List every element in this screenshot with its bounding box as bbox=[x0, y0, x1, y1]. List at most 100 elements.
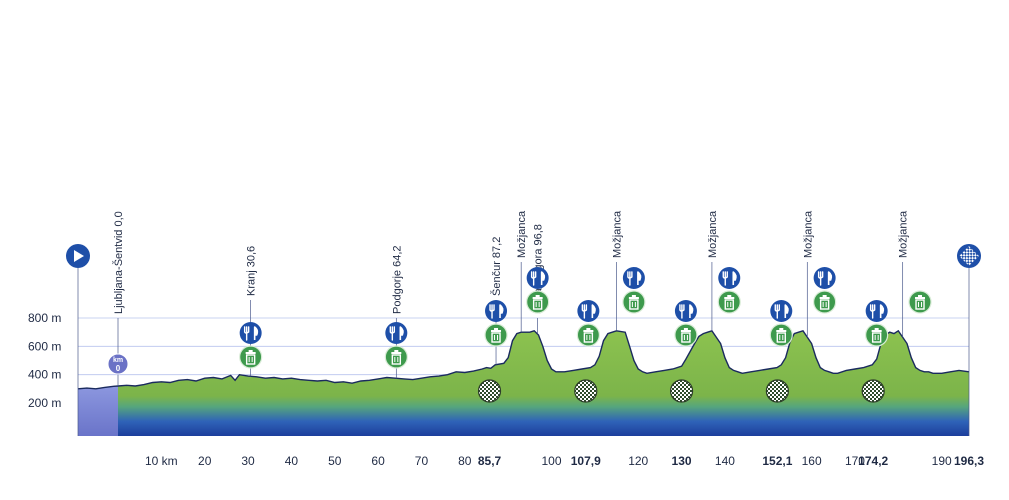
neutral-zone-area bbox=[78, 386, 118, 436]
place-label: Ljubljana-Šentvid 0,0 bbox=[112, 211, 125, 314]
x-tick-label: 30 bbox=[241, 454, 255, 468]
trash-bin-icon-bg bbox=[769, 323, 793, 347]
x-tick-label: 120 bbox=[628, 454, 648, 468]
knife-shape bbox=[540, 271, 546, 285]
x-tick-label: 140 bbox=[715, 454, 735, 468]
trash-bin-icon-bg bbox=[239, 345, 263, 369]
place-labels: Ljubljana-Šentvid 0,0 Kranj 30,6 Podgorje … bbox=[112, 210, 910, 314]
trash-bin-icon-bg bbox=[526, 290, 550, 314]
trash-bin-icon-bg bbox=[674, 323, 698, 347]
bin-handle bbox=[683, 328, 688, 330]
knife-shape bbox=[399, 326, 404, 340]
bin-body bbox=[819, 299, 830, 310]
checkered-circle bbox=[861, 379, 885, 403]
bin-lid bbox=[724, 297, 735, 299]
trash-bin-icon-bg bbox=[622, 290, 646, 314]
bin-body bbox=[681, 332, 691, 343]
fork-knife-icon bbox=[239, 322, 262, 344]
checkered-circle bbox=[765, 379, 789, 403]
trash-bin-icon bbox=[622, 290, 646, 314]
knife-shape bbox=[732, 271, 737, 285]
place-label: Šenčur 87,2 bbox=[490, 237, 503, 296]
knife-shape bbox=[784, 304, 789, 318]
bin-handle bbox=[727, 295, 732, 297]
trash-bin-icon bbox=[239, 345, 263, 369]
fork-knife-icon bbox=[485, 300, 508, 322]
knife-shape bbox=[591, 304, 596, 318]
x-tick-label: 70 bbox=[415, 454, 429, 468]
bin-body bbox=[915, 299, 925, 310]
icon-layer: km0 bbox=[66, 244, 981, 403]
knife-shape bbox=[827, 271, 833, 285]
fork-knife-icon-bg bbox=[485, 300, 508, 322]
checkered-circle-icon bbox=[765, 379, 789, 403]
bin-lid bbox=[583, 330, 594, 332]
bin-body bbox=[391, 354, 402, 365]
fork-knife-icon-bg bbox=[622, 267, 645, 289]
x-tick-label: 100 bbox=[542, 454, 562, 468]
fork-shape bbox=[869, 304, 876, 319]
x-tick-label: 130 bbox=[672, 454, 692, 468]
fork-shape bbox=[489, 304, 495, 319]
bin-handle bbox=[874, 328, 879, 330]
bin-body bbox=[871, 332, 882, 343]
bin-handle bbox=[535, 295, 540, 297]
checkered-flag-icon bbox=[957, 244, 981, 268]
checkered-circle-icon bbox=[574, 379, 598, 403]
place-label: Kranj 30,6 bbox=[246, 246, 258, 296]
x-tick-label: 20 bbox=[198, 454, 212, 468]
x-tick-label: 196,3 bbox=[954, 454, 984, 468]
checkered-circle bbox=[574, 379, 598, 403]
bin-lines bbox=[779, 335, 784, 340]
fork-shape bbox=[530, 271, 537, 286]
trash-bin-icon-bg bbox=[865, 323, 889, 347]
fork-knife-icon bbox=[674, 300, 697, 322]
x-tick-label: 40 bbox=[285, 454, 299, 468]
elevation-line bbox=[77, 329, 970, 390]
bin-lines bbox=[727, 302, 732, 307]
bin-lines bbox=[683, 335, 688, 340]
bin-lid bbox=[532, 297, 543, 299]
bin-lid bbox=[245, 352, 256, 354]
place-label: Možjanca bbox=[802, 210, 814, 258]
trash-bin-icon-bg bbox=[484, 323, 508, 347]
x-tick-label: 80 bbox=[458, 454, 472, 468]
trash-bin-icon bbox=[674, 323, 698, 347]
trash-bin-icon bbox=[384, 345, 408, 369]
fork-shape bbox=[679, 304, 685, 319]
bin-lines bbox=[494, 335, 499, 340]
x-tick-label: 50 bbox=[328, 454, 342, 468]
bin-lid bbox=[680, 330, 691, 332]
terrain-layer bbox=[77, 329, 970, 436]
fork-shape bbox=[627, 271, 633, 286]
x-tick-label: 152,1 bbox=[762, 454, 792, 468]
fork-shape bbox=[243, 326, 250, 341]
fork-shape bbox=[817, 271, 824, 286]
knife-shape bbox=[689, 304, 694, 318]
bin-lines bbox=[248, 357, 253, 362]
trash-bin-icon bbox=[769, 323, 793, 347]
fork-knife-icon-bg bbox=[718, 267, 741, 289]
bin-lid bbox=[776, 330, 787, 332]
fork-knife-icon-bg bbox=[385, 322, 408, 344]
checkered-circle-icon bbox=[477, 379, 502, 403]
fork-knife-icon bbox=[622, 267, 645, 289]
x-tick-label: 107,9 bbox=[571, 454, 601, 468]
place-label: Možjanca bbox=[898, 210, 910, 258]
checkered-circle bbox=[669, 379, 694, 403]
bin-lines bbox=[874, 335, 879, 340]
bin-handle bbox=[631, 295, 636, 297]
trash-bin-icon bbox=[576, 323, 600, 347]
km-zero-label: km bbox=[113, 357, 123, 364]
x-tick-label: 160 bbox=[802, 454, 822, 468]
fork-knife-icon bbox=[718, 267, 741, 289]
x-tick-label: 190 bbox=[932, 454, 952, 468]
fork-knife-icon-bg bbox=[526, 267, 549, 289]
bin-lines bbox=[394, 357, 399, 362]
trash-bin-icon-bg bbox=[384, 345, 408, 369]
y-tick-label: 200 m bbox=[28, 396, 61, 410]
bin-body bbox=[583, 332, 594, 343]
checkered-circle bbox=[477, 379, 502, 403]
bin-handle bbox=[586, 328, 591, 330]
